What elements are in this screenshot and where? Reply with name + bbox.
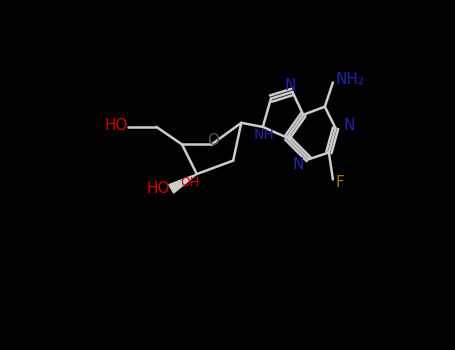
Text: N: N xyxy=(343,118,354,133)
Text: NH₂: NH₂ xyxy=(336,72,364,87)
Text: N: N xyxy=(293,156,304,172)
Polygon shape xyxy=(169,174,197,193)
Text: HO: HO xyxy=(147,181,170,196)
Text: F: F xyxy=(336,175,344,190)
Text: OH: OH xyxy=(181,176,200,189)
Text: O: O xyxy=(207,133,219,148)
Text: NH: NH xyxy=(254,128,274,142)
Text: N: N xyxy=(285,78,296,93)
Text: HO: HO xyxy=(105,118,128,133)
